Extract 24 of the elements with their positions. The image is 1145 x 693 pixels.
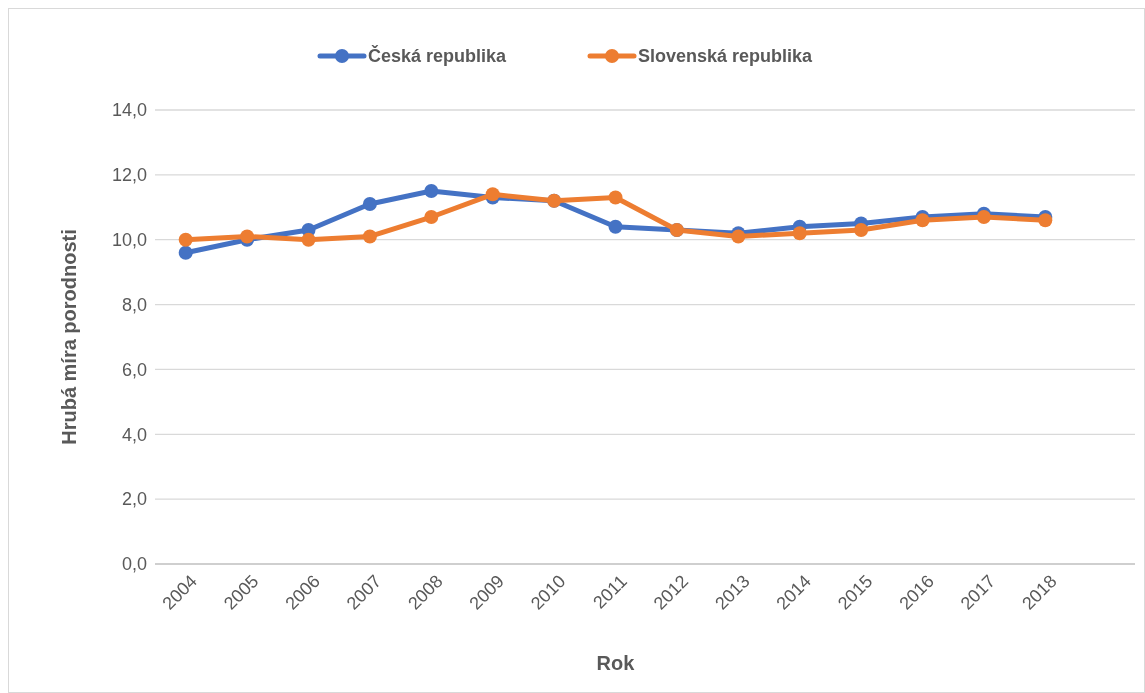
point (976, 210, 991, 225)
x-axis-title: Rok (596, 652, 636, 674)
point (424, 210, 439, 225)
point (608, 219, 623, 234)
y-axis-title: Hrubá míra porodnosti (58, 229, 80, 445)
legend-label: Česká republika (368, 45, 508, 67)
point (178, 232, 193, 247)
y-tick-label: 8,0 (121, 294, 147, 315)
y-tick-label: 6,0 (121, 359, 147, 380)
point (792, 226, 807, 241)
legend-label: Slovenská republika (638, 46, 814, 67)
point (608, 190, 623, 205)
y-tick-label: 10,0 (111, 230, 147, 251)
y-tick-label: 2,0 (121, 489, 147, 510)
y-tick-label: 4,0 (121, 424, 147, 445)
y-tick-label: 0,0 (121, 554, 147, 575)
y-tick-label: 14,0 (111, 100, 147, 121)
y-tick-label: 12,0 (111, 165, 147, 186)
point (301, 232, 316, 247)
point (854, 222, 869, 237)
point (362, 229, 377, 244)
point (178, 245, 193, 260)
point (424, 184, 439, 199)
point (362, 197, 377, 212)
